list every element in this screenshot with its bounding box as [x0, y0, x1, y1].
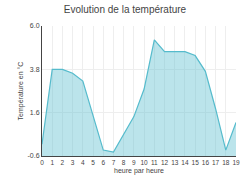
svg-text:15: 15 — [192, 159, 200, 166]
svg-text:3: 3 — [71, 159, 75, 166]
svg-text:14: 14 — [181, 159, 189, 166]
svg-text:9: 9 — [132, 159, 136, 166]
svg-text:1: 1 — [50, 159, 54, 166]
svg-text:13: 13 — [171, 159, 179, 166]
svg-text:heure par heure: heure par heure — [114, 167, 164, 175]
svg-text:-0.6: -0.6 — [28, 152, 40, 159]
svg-text:12: 12 — [161, 159, 169, 166]
svg-text:6.0: 6.0 — [30, 22, 40, 29]
svg-text:1.6: 1.6 — [30, 109, 40, 116]
svg-text:16: 16 — [202, 159, 210, 166]
svg-text:0: 0 — [40, 159, 44, 166]
svg-text:Evolution de la température: Evolution de la température — [64, 4, 187, 15]
svg-text:6: 6 — [101, 159, 105, 166]
svg-text:5: 5 — [91, 159, 95, 166]
svg-text:Température en °C: Température en °C — [17, 62, 25, 121]
svg-text:19: 19 — [232, 159, 240, 166]
svg-text:7: 7 — [112, 159, 116, 166]
svg-text:2: 2 — [61, 159, 65, 166]
svg-text:18: 18 — [222, 159, 230, 166]
svg-text:4: 4 — [81, 159, 85, 166]
svg-text:11: 11 — [151, 159, 158, 166]
svg-text:8: 8 — [122, 159, 126, 166]
svg-text:3.8: 3.8 — [30, 66, 40, 73]
svg-text:10: 10 — [140, 159, 148, 166]
svg-text:17: 17 — [212, 159, 220, 166]
